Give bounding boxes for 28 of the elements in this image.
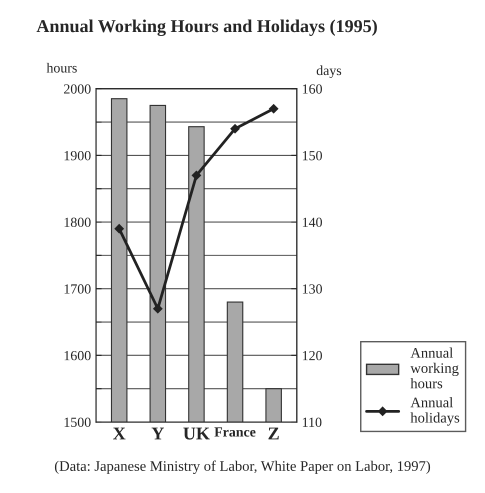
y2-tick-label: 150	[302, 150, 322, 160]
y2-tick-label: 120	[302, 350, 322, 360]
point	[230, 124, 240, 134]
x-tick-label: UK	[183, 428, 210, 440]
y-tick-label: 1800	[64, 218, 91, 228]
y2-tick-label: 110	[302, 418, 322, 427]
y-tick-label: 2000	[64, 84, 91, 94]
y2-tick-label: 160	[302, 84, 322, 94]
legend-label: Annual working hours	[410, 348, 459, 388]
y2-tick-label: 140	[302, 218, 322, 228]
x-tick-label: France	[214, 427, 256, 437]
y-tick-label: 1700	[64, 284, 91, 294]
y-axis-title: hours	[46, 62, 77, 73]
point	[114, 224, 124, 234]
chart-title: Annual Working Hours and Holidays (1995)	[36, 20, 377, 36]
point	[153, 304, 162, 314]
point	[192, 170, 202, 180]
point	[269, 104, 278, 114]
y2-axis-title: days	[316, 65, 342, 78]
x-tick-label: Y	[152, 428, 164, 440]
x-tick-label: Z	[268, 428, 279, 440]
y2-tick-label: 130	[302, 284, 322, 294]
y-tick-label: 1600	[64, 350, 91, 360]
legend-label: Annual holidays	[410, 397, 460, 426]
y-tick-label: 1900	[64, 150, 91, 160]
text: (Data: Japanese Ministry of Labor, White Paper on Labor, 1997)	[54, 460, 430, 474]
y-tick-label: 1500	[64, 418, 91, 427]
x-tick-label: X	[113, 428, 126, 440]
